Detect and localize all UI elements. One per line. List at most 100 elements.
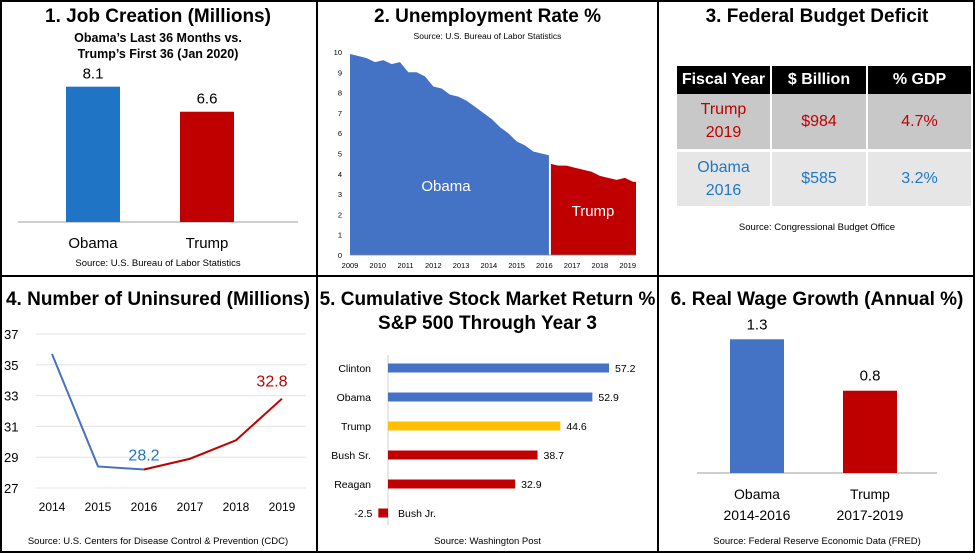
- uninsured-source: Source: U.S. Centers for Disease Control…: [27, 536, 289, 547]
- bar: [66, 86, 120, 223]
- category-label: Bush Jr.: [398, 508, 436, 520]
- x-tick-label: 2019: [619, 261, 636, 270]
- series-line-trump: [143, 397, 283, 471]
- category-label: Trump: [341, 421, 371, 433]
- y-tick-label: 35: [4, 358, 18, 373]
- deficit-source: Source: Congressional Budget Office: [738, 222, 896, 233]
- category-label: Obama: [734, 486, 780, 502]
- y-tick-label: 10: [334, 48, 342, 57]
- panel-job-creation: 1. Job Creation (Millions) Obama’s Last …: [0, 0, 316, 275]
- data-label: 44.6: [566, 421, 587, 433]
- bar: [730, 339, 784, 473]
- series-label-obama: Obama: [421, 178, 471, 195]
- y-tick-label: 33: [4, 389, 18, 404]
- y-tick-label: 27: [4, 481, 18, 496]
- bar: [388, 363, 609, 373]
- x-tick-label: 2019: [269, 500, 296, 514]
- data-label: 57.2: [615, 363, 636, 375]
- x-tick-label: 2016: [536, 261, 553, 270]
- job-creation-subtitle-1: Obama’s Last 36 Months vs.: [74, 31, 242, 45]
- annotation-label: 28.2: [128, 448, 159, 465]
- category-label: Trump: [850, 486, 890, 502]
- x-tick-label: 2018: [592, 261, 609, 270]
- panel-unemployment: 2. Unemployment Rate % Source: U.S. Bure…: [318, 0, 657, 275]
- deficit-year-cell: Obama 2016: [677, 150, 772, 206]
- table-row: Trump 2019 $984 4.7%: [677, 94, 971, 152]
- data-label: 8.1: [83, 66, 104, 83]
- panel-real-wage: 6. Real Wage Growth (Annual %) 1.3 Obama 2…: [659, 277, 975, 553]
- stock-title-1: 5. Cumulative Stock Market Return %: [319, 289, 656, 310]
- series-label-trump: Trump: [572, 203, 615, 220]
- deficit-title: 3. Federal Budget Deficit: [705, 6, 929, 27]
- wage-title: 6. Real Wage Growth (Annual %): [670, 289, 964, 310]
- deficit-table: Fiscal Year $ Billion % GDP Trump 2019 $…: [677, 66, 971, 206]
- deficit-year-value: 2016: [705, 181, 742, 199]
- deficit-header-gdp: % GDP: [867, 66, 971, 94]
- y-tick-label: 29: [4, 450, 18, 465]
- y-tick-label: 4: [338, 170, 342, 179]
- deficit-header-billion: $ Billion: [771, 66, 868, 94]
- deficit-year-label: Trump: [700, 101, 747, 119]
- area-series-obama: [350, 54, 550, 255]
- y-tick-label: 1: [338, 231, 342, 240]
- x-tick-label: 2014: [39, 500, 66, 514]
- bar: [843, 390, 897, 473]
- category-label: Bush Sr.: [331, 450, 371, 462]
- deficit-gdp-cell: 4.7%: [867, 94, 971, 152]
- deficit-billion-cell: $984: [771, 94, 868, 152]
- series-line-obama: [51, 353, 145, 471]
- unemployment-title: 2. Unemployment Rate %: [374, 6, 601, 27]
- bar: [378, 508, 388, 518]
- category-label: Trump: [186, 235, 229, 252]
- x-tick-label: 2015: [508, 261, 525, 270]
- annotation-label: 32.8: [256, 374, 287, 391]
- unemployment-chart: Obama Trump 0 1 2 3 4 5 6 7 8 9 10 2009 2010 2011 2012 20…: [334, 48, 636, 270]
- y-tick-label: 0: [338, 251, 342, 260]
- panel-stock-return: 5. Cumulative Stock Market Return % S&P …: [318, 277, 657, 553]
- x-tick-label: 2014: [480, 261, 497, 270]
- x-tick-label: 2018: [223, 500, 250, 514]
- x-tick-label: 2009: [342, 261, 359, 270]
- panel-uninsured: 4. Number of Uninsured (Millions) 27 29 31…: [0, 277, 316, 553]
- divider-horizontal: [0, 275, 975, 277]
- stock-title-2: S&P 500 Through Year 3: [378, 313, 597, 334]
- deficit-header-year: Fiscal Year: [677, 66, 772, 94]
- area-series-trump: [549, 163, 636, 255]
- y-tick-label: 2: [338, 210, 342, 219]
- wage-source: Source: Federal Reserve Economic Data (F…: [713, 536, 921, 547]
- real-wage-chart: 1.3 Obama 2014-2016 0.8 Trump 2017-2019: [697, 316, 937, 523]
- y-tick-label: 7: [338, 109, 342, 118]
- job-creation-chart: 8.1 Obama 6.6 Trump: [18, 66, 298, 252]
- data-label: 38.7: [544, 450, 565, 462]
- job-creation-source: Source: U.S. Bureau of Labor Statistics: [75, 258, 241, 269]
- category-label-years: 2014-2016: [724, 507, 791, 523]
- stock-source: Source: Washington Post: [434, 536, 541, 547]
- job-creation-subtitle-2: Trump’s First 36 (Jan 2020): [77, 47, 239, 61]
- x-tick-label: 2013: [453, 261, 470, 270]
- job-creation-title: 1. Job Creation (Millions): [45, 6, 271, 27]
- y-tick-label: 5: [338, 150, 342, 159]
- deficit-billion-cell: $585: [771, 150, 868, 206]
- category-label: Obama: [337, 392, 372, 404]
- x-tick-label: 2012: [425, 261, 442, 270]
- x-tick-label: 2017: [564, 261, 581, 270]
- deficit-year-value: 2019: [705, 124, 742, 142]
- data-label: 1.3: [747, 316, 768, 333]
- y-tick-label: 31: [4, 419, 18, 434]
- x-tick-label: 2015: [85, 500, 112, 514]
- deficit-gdp-cell: 3.2%: [867, 150, 971, 206]
- uninsured-title: 4. Number of Uninsured (Millions): [5, 289, 310, 310]
- bar: [388, 421, 561, 431]
- bar: [388, 450, 538, 460]
- bar: [388, 392, 593, 402]
- y-tick-label: 6: [338, 129, 342, 138]
- x-tick-label: 2010: [369, 261, 386, 270]
- panel-budget-deficit: 3. Federal Budget Deficit Fiscal Year $ …: [659, 0, 975, 275]
- unemployment-source: Source: U.S. Bureau of Labor Statistics: [413, 31, 562, 41]
- deficit-year-cell: Trump 2019: [677, 94, 772, 152]
- category-label: Reagan: [334, 479, 371, 491]
- bar: [180, 111, 234, 222]
- y-tick-label: 3: [338, 190, 342, 199]
- x-tick-label: 2017: [177, 500, 204, 514]
- x-tick-label: 2016: [131, 500, 158, 514]
